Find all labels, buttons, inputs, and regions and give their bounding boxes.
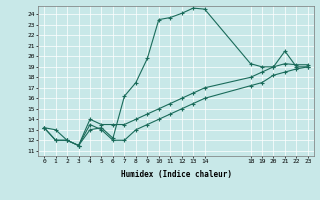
X-axis label: Humidex (Indice chaleur): Humidex (Indice chaleur) xyxy=(121,170,231,179)
